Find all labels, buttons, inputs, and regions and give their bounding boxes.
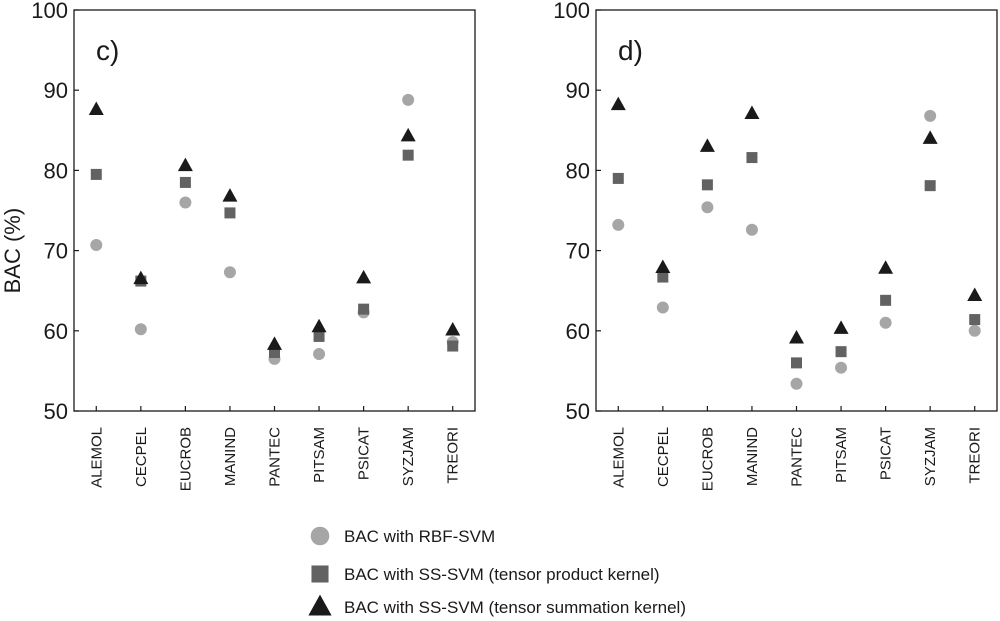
point-square-pantec (269, 346, 280, 358)
y-tick-label: 70 (44, 239, 68, 264)
point-circle-alemol (612, 218, 625, 231)
point-square-eucrob (179, 176, 191, 188)
point-triangle-alemol (610, 96, 626, 111)
point-triangle-manind (744, 105, 760, 119)
point-square-pitsam (313, 330, 325, 342)
legend-label: BAC with SS-SVM (tensor summation kernel… (344, 598, 686, 617)
point-circle-manind (745, 223, 758, 236)
x-tick-label-psicat: PSICAT (356, 427, 373, 480)
point-triangle-alemol (88, 101, 104, 115)
point-triangle-eucrob (699, 138, 715, 152)
y-tick-label: 100 (31, 0, 68, 23)
point-square-manind (224, 207, 236, 219)
point-square-alemol (612, 172, 624, 184)
point-square-pitsam (835, 346, 847, 358)
point-triangle-psicat (878, 260, 894, 274)
plot-frame (595, 9, 998, 412)
point-triangle-cecpel (133, 270, 149, 285)
point-square-treori (969, 314, 981, 326)
y-tick-label: 80 (44, 158, 68, 183)
point-triangle-pitsam (311, 318, 327, 333)
legend-label: BAC with SS-SVM (tensor product kernel) (344, 565, 660, 584)
point-circle-cecpel (656, 301, 669, 314)
legend-label: BAC with RBF-SVM (344, 527, 495, 546)
y-axis-label: BAC (%) (0, 208, 25, 294)
panel-label: c) (96, 35, 119, 66)
point-square-alemol (90, 168, 102, 180)
y-tick-label: 50 (44, 399, 68, 424)
point-circle-syzjam (402, 93, 415, 106)
point-circle-eucrob (179, 196, 192, 209)
x-tick-label-alemol: ALEMOL (610, 427, 627, 488)
point-circle-pitsam (835, 361, 848, 374)
point-triangle-psicat (356, 269, 372, 284)
x-tick-label-psicat: PSICAT (878, 427, 895, 480)
x-tick-label-pantec: PANTEC (267, 427, 284, 487)
point-circle-pantec (790, 377, 803, 390)
x-tick-label-cecpel: CECPEL (133, 427, 150, 487)
x-tick-label-pantec: PANTEC (789, 427, 806, 487)
x-tick-label-treori: TREORI (967, 427, 984, 484)
y-tick-label: 90 (44, 78, 68, 103)
y-tick-label: 60 (44, 319, 68, 344)
y-tick-label: 80 (566, 158, 590, 183)
x-tick-label-eucrob: EUCROB (699, 427, 716, 491)
panel-c: 50 60 70 80 90 100 ALEMOL CECPEL EUCROB MANIND PAN… (0, 0, 476, 491)
panel-d: 50 60 70 80 90 100 ALEMOL CECPEL EUCROB MANIND PAN… (553, 0, 998, 491)
y-tick-label: 90 (566, 78, 590, 103)
point-circle-eucrob (701, 201, 714, 214)
x-tick-label-cecpel: CECPEL (655, 427, 672, 487)
point-circle-manind (223, 266, 236, 279)
point-circle-psicat (879, 316, 892, 329)
point-circle-treori (968, 324, 981, 337)
point-square-manind (746, 152, 758, 164)
x-tick-label-manind: MANIND (744, 427, 761, 486)
x-tick-label-pitsam: PITSAM (833, 427, 850, 483)
point-triangle-manind (222, 188, 238, 202)
x-tick-label-manind: MANIND (222, 427, 239, 486)
x-tick-label-syzjam: SYZJAM (922, 427, 939, 486)
point-triangle-pitsam (833, 320, 849, 334)
point-square-syzjam (924, 180, 936, 192)
legend: BAC with RBF-SVM BAC with SS-SVM (tensor … (308, 526, 686, 617)
legend-marker-square (311, 565, 329, 583)
point-circle-alemol (90, 238, 103, 251)
point-triangle-pantec (789, 330, 804, 344)
x-tick-label-syzjam: SYZJAM (400, 427, 417, 486)
y-tick-label: 100 (553, 0, 590, 23)
point-circle-cecpel (134, 323, 147, 336)
point-square-syzjam (402, 149, 414, 161)
legend-marker-circle (310, 526, 330, 546)
point-square-psicat (880, 294, 892, 306)
legend-marker-triangle (308, 594, 332, 616)
point-square-eucrob (701, 179, 713, 191)
point-square-cecpel (657, 271, 669, 283)
point-triangle-eucrob (177, 157, 193, 172)
y-tick-label: 50 (566, 399, 590, 424)
point-triangle-syzjam (922, 130, 938, 144)
point-circle-pitsam (313, 348, 326, 361)
point-square-psicat (358, 303, 370, 315)
x-tick-label-pitsam: PITSAM (311, 427, 328, 483)
point-triangle-syzjam (400, 127, 416, 142)
point-square-pantec (791, 357, 802, 369)
panel-label: d) (618, 35, 643, 66)
point-triangle-treori (445, 321, 461, 336)
point-triangle-cecpel (655, 259, 671, 273)
point-circle-syzjam (924, 109, 937, 122)
x-tick-label-alemol: ALEMOL (88, 427, 105, 488)
x-tick-label-treori: TREORI (445, 427, 462, 484)
y-tick-label: 70 (566, 239, 590, 264)
point-square-treori (447, 340, 459, 352)
point-triangle-pantec (267, 336, 282, 350)
x-tick-label-eucrob: EUCROB (177, 427, 194, 491)
y-tick-label: 60 (566, 319, 590, 344)
point-triangle-treori (967, 287, 983, 302)
